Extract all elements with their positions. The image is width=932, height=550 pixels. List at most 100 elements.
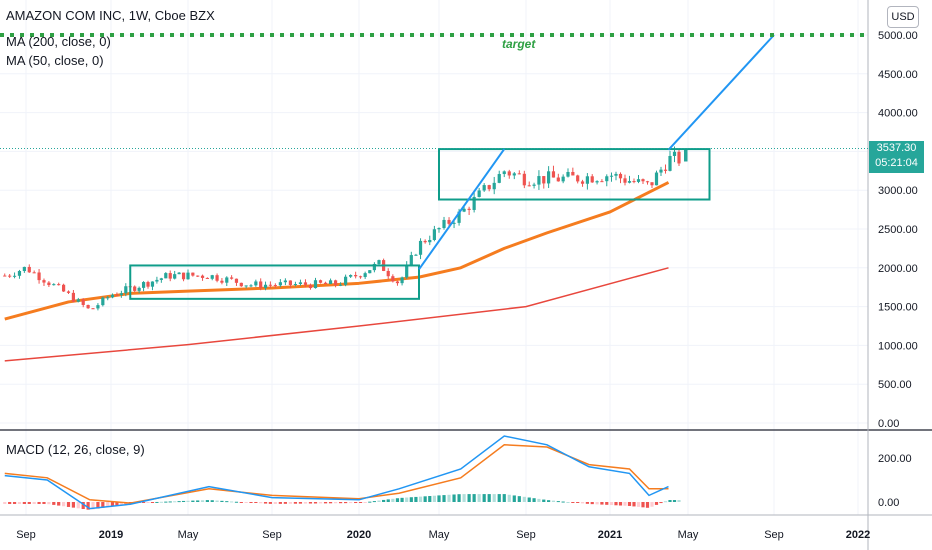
- candle-body: [298, 282, 303, 285]
- consolidation-box: [438, 148, 711, 201]
- macd-histogram-bar: [428, 496, 432, 502]
- macd-histogram-bar: [186, 500, 190, 502]
- candle-body: [313, 280, 318, 289]
- candle-body: [684, 148, 688, 162]
- candle-body: [12, 275, 17, 277]
- macd-histogram-bar: [512, 495, 516, 502]
- currency-button[interactable]: USD: [887, 6, 919, 28]
- candle-body: [363, 273, 367, 277]
- time-tick-label: May: [178, 529, 199, 541]
- macd-histogram-bar: [210, 500, 214, 502]
- macd-histogram-bar: [405, 497, 409, 502]
- ma50-legend: MA (50, close, 0): [6, 53, 104, 68]
- candle-body: [150, 281, 155, 287]
- macd-histogram-bar: [537, 498, 541, 502]
- macd-histogram-bar: [249, 502, 253, 503]
- candle-body: [318, 280, 323, 283]
- time-tick-label: May: [678, 529, 699, 541]
- candle-body: [91, 308, 95, 310]
- macd-histogram-bar: [363, 502, 367, 503]
- macd-histogram-bar: [159, 501, 163, 503]
- macd-histogram-bar: [91, 502, 95, 510]
- macd-histogram-bar: [590, 502, 594, 505]
- time-tick-label: 2019: [99, 529, 123, 541]
- consolidation-boxes[interactable]: [129, 148, 711, 300]
- candle-body: [472, 196, 476, 210]
- candle-body: [155, 279, 159, 282]
- candle-body: [57, 284, 61, 286]
- macd-histogram-bar: [230, 501, 234, 503]
- candle-body: [507, 171, 511, 176]
- macd-histogram-bar: [418, 496, 423, 502]
- macd-histogram-bar: [650, 502, 654, 507]
- candle-body: [137, 287, 141, 291]
- macd-histogram-bar: [225, 501, 229, 503]
- candle-body: [432, 229, 436, 240]
- macd-histogram-bar: [614, 502, 618, 506]
- candle-body: [636, 179, 641, 182]
- candle-body: [409, 255, 413, 265]
- macd-histogram-bar: [200, 500, 205, 502]
- target-line[interactable]: [0, 33, 868, 150]
- macd-histogram-bar: [472, 494, 476, 502]
- macd-tick-label: 200.00: [878, 453, 912, 465]
- macd-histogram-bar: [527, 497, 531, 502]
- ma200-line: [4, 267, 669, 362]
- macd-histogram-bar: [191, 500, 195, 502]
- candle-body: [66, 291, 71, 293]
- candle-body: [659, 169, 663, 173]
- macd-histogram-bar: [298, 502, 303, 504]
- bar-countdown: 05:21:04: [875, 157, 918, 169]
- candle-body: [225, 277, 229, 283]
- macd-histogram-bar: [452, 494, 456, 502]
- signal-line: [4, 444, 669, 504]
- macd-histogram-bar: [32, 502, 36, 504]
- candle-body: [115, 294, 119, 296]
- macd-histogram-bar: [641, 502, 645, 508]
- candle-body: [268, 284, 272, 286]
- candle-body: [437, 228, 441, 230]
- macd-histogram-bar: [17, 502, 22, 504]
- macd-histogram-bar: [487, 494, 491, 502]
- macd-histogram-bar: [457, 494, 461, 502]
- macd-histogram-bar: [8, 502, 12, 504]
- macd-line: [4, 435, 669, 510]
- candle-body: [487, 185, 491, 190]
- macd-histogram-bar: [173, 501, 177, 503]
- candle-body: [372, 263, 376, 271]
- candle-body: [61, 284, 66, 292]
- candle-body: [368, 270, 372, 274]
- macd-histogram-bar: [313, 502, 318, 504]
- candle-body: [386, 270, 390, 277]
- macd-histogram-bar: [47, 502, 51, 505]
- macd-histogram-bar: [585, 502, 589, 504]
- price-tick-label: 1000.00: [878, 340, 918, 352]
- candle-body: [605, 176, 609, 182]
- time-tick-label: 2022: [846, 529, 870, 541]
- time-tick-label: Sep: [764, 529, 784, 541]
- candle-body: [191, 272, 195, 276]
- candle-body: [614, 173, 618, 176]
- candle-body: [86, 304, 90, 309]
- macd-histogram-bar: [308, 502, 313, 504]
- candle-body: [668, 155, 672, 171]
- macd-histogram-bar: [110, 502, 115, 507]
- macd-histogram-bar: [600, 502, 604, 505]
- candle-body: [571, 171, 575, 176]
- candle-body: [542, 176, 546, 184]
- candle-body: [477, 190, 481, 197]
- candle-body: [17, 271, 22, 276]
- candle-body: [457, 211, 461, 223]
- candle-body: [37, 272, 41, 281]
- candle-body: [349, 275, 353, 277]
- macd-histogram-bar: [239, 502, 243, 503]
- macd-histogram-bar: [234, 501, 239, 503]
- macd-histogram-bar: [636, 502, 641, 507]
- macd-histogram-bar: [659, 502, 663, 504]
- candle-body: [585, 176, 589, 184]
- macd-histogram-bar: [561, 501, 565, 503]
- trend-lines[interactable]: [418, 34, 775, 270]
- candle-body: [186, 272, 190, 280]
- candle-body: [566, 171, 570, 177]
